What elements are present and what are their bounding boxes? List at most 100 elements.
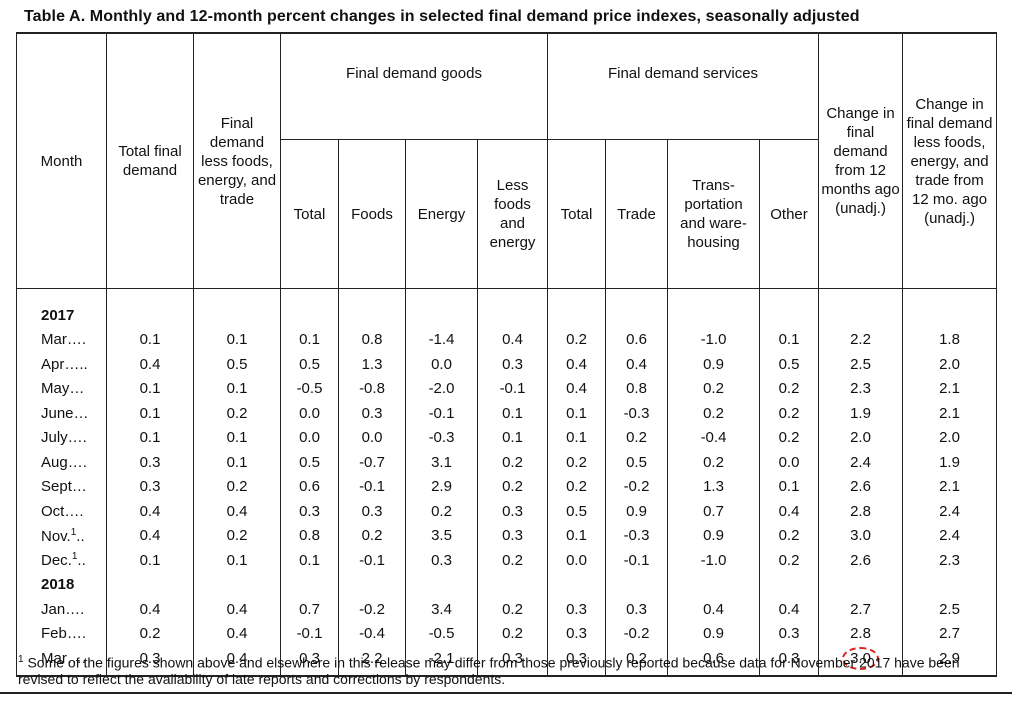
value-cell: 0.1: [547, 425, 606, 450]
value-cell: 0.4: [106, 499, 194, 524]
value-cell: -0.5: [280, 376, 339, 401]
value-cell: 0.4: [667, 597, 760, 622]
value-cell: 0.4: [106, 597, 194, 622]
header-goods-group: Final demand goods: [280, 32, 548, 140]
value-cell: 0.3: [338, 499, 406, 524]
value-cell: 0.1: [106, 376, 194, 401]
value-cell: -0.4: [338, 621, 406, 646]
month-label: Apr…..: [41, 355, 88, 373]
month-label: July….: [41, 429, 87, 447]
value-cell: 0.2: [193, 523, 281, 548]
value-cell: 2.5: [902, 597, 998, 622]
value-cell: 0.4: [193, 499, 281, 524]
value-cell: 0.8: [338, 327, 406, 352]
empty-cell: [477, 288, 548, 328]
month-label: Dec.: [41, 552, 72, 570]
value-cell: 0.1: [477, 401, 548, 426]
value-cell: 1.8: [902, 327, 998, 352]
value-cell: 0.2: [193, 401, 281, 426]
header-goods-foods: Foods: [338, 139, 406, 289]
value-cell: 0.6: [280, 474, 339, 499]
value-cell: 0.1: [106, 425, 194, 450]
footnote-text: Some of the figures shown above and else…: [18, 654, 960, 687]
table-row: Aug…. 0.3 0.1 0.5 -0.7 3.1 0.2 0.2 0.5 0.2 0.0 2.4 1…: [16, 450, 998, 475]
table-row: Feb…. 0.2 0.4 -0.1 -0.4 -0.5 0.2 0.3 -0.2 0.9 0.3 2…: [16, 621, 998, 646]
value-cell: 0.2: [193, 474, 281, 499]
value-cell: 0.1: [547, 523, 606, 548]
value-cell: -2.1: [405, 646, 478, 677]
empty-cell: [193, 572, 281, 597]
value-cell: -0.7: [338, 450, 406, 475]
month-cell: Oct….: [16, 499, 107, 524]
empty-cell: [818, 288, 904, 328]
month-cell: Dec.1..: [16, 548, 107, 573]
value-cell: -1.4: [405, 327, 478, 352]
value-cell: 0.2: [405, 499, 478, 524]
value-cell: 0.2: [477, 621, 548, 646]
table-title: Table A. Monthly and 12-month percent ch…: [24, 8, 860, 25]
empty-cell: [547, 288, 606, 328]
value-cell: 0.3: [477, 646, 548, 677]
empty-cell: [106, 572, 194, 597]
value-cell: 0.4: [106, 352, 194, 377]
value-cell: 0.9: [667, 621, 760, 646]
year-label: 2018: [16, 572, 107, 597]
value-cell: 0.3: [605, 597, 668, 622]
value-cell: 1.3: [338, 352, 406, 377]
value-cell: 0.3: [758, 646, 820, 677]
empty-cell: [280, 288, 339, 328]
value-cell: 0.0: [338, 425, 406, 450]
value-cell: -0.5: [405, 621, 478, 646]
value-cell: -0.1: [280, 621, 339, 646]
leader-dots: ..: [76, 527, 85, 545]
value-cell: 2.5: [818, 352, 904, 377]
table-row: Oct…. 0.4 0.4 0.3 0.3 0.2 0.3 0.5 0.9 0.7 0.4 2.8 2.…: [16, 499, 998, 524]
value-cell: 0.3: [405, 548, 478, 573]
value-cell: 2.2: [338, 646, 406, 677]
value-cell: 2.1: [902, 376, 998, 401]
value-cell: 0.5: [280, 352, 339, 377]
value-cell: 0.3: [338, 401, 406, 426]
empty-cell: [106, 288, 194, 328]
header-services-trade: Trade: [605, 139, 668, 289]
footnote-marker: 1: [18, 654, 24, 665]
value-cell: 2.7: [902, 621, 998, 646]
header-change-core-12-months: Change in final demand less foods, energ…: [902, 32, 998, 289]
value-cell: 0.0: [280, 425, 339, 450]
table-row: Sept… 0.3 0.2 0.6 -0.1 2.9 0.2 0.2 -0.2 1.3 0.1 2.6…: [16, 474, 998, 499]
value-cell: 0.1: [106, 327, 194, 352]
value-cell: -0.1: [605, 548, 668, 573]
value-cell: 0.4: [758, 499, 820, 524]
month-label: June…: [41, 404, 89, 422]
value-cell: 0.2: [547, 474, 606, 499]
value-cell: 0.1: [758, 474, 820, 499]
value-cell: 2.7: [818, 597, 904, 622]
value-cell: 2.6: [818, 548, 904, 573]
value-cell: 2.6: [818, 474, 904, 499]
value-cell: 0.2: [667, 401, 760, 426]
table-row: July…. 0.1 0.1 0.0 0.0 -0.3 0.1 0.1 0.2 -0.4 0.2 2.…: [16, 425, 998, 450]
empty-cell: [547, 572, 606, 597]
value-cell: 0.1: [106, 401, 194, 426]
value-cell: 0.4: [758, 597, 820, 622]
header-goods-total: Total: [280, 139, 339, 289]
value-cell: 0.9: [605, 499, 668, 524]
value-cell: 0.3: [280, 646, 339, 677]
value-cell: 3.5: [405, 523, 478, 548]
value-cell: 0.5: [547, 499, 606, 524]
value-cell: 2.4: [818, 450, 904, 475]
value-cell: 2.3: [818, 376, 904, 401]
value-cell: -0.4: [667, 425, 760, 450]
header-change-12-months: Change in final demand from 12 months ag…: [818, 32, 904, 289]
month-cell: May…: [16, 376, 107, 401]
value-cell: 0.0: [547, 548, 606, 573]
value-cell: 0.6: [605, 327, 668, 352]
table-row: Jan…. 0.4 0.4 0.7 -0.2 3.4 0.2 0.3 0.3 0.4 0.4 2.7 2…: [16, 597, 998, 622]
value-cell: 0.2: [667, 376, 760, 401]
table-row: Apr….. 0.4 0.5 0.5 1.3 0.0 0.3 0.4 0.4 0.9 0.5 2.5 2…: [16, 352, 998, 377]
header-services-group: Final demand services: [546, 32, 820, 140]
value-cell: 2.1: [902, 401, 998, 426]
value-cell: 0.3: [547, 621, 606, 646]
empty-cell: [280, 572, 339, 597]
month-cell: Aug….: [16, 450, 107, 475]
